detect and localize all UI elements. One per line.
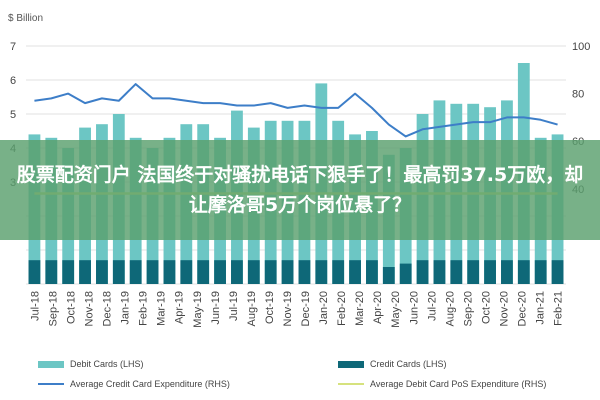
legend-label-avg-credit-expenditure: Average Credit Card Expenditure (RHS) — [70, 379, 230, 389]
bar-credit-cards — [467, 260, 480, 284]
x-axis-tick-label: Jun-20 — [408, 291, 420, 325]
right-axis-tick-label: 80 — [572, 89, 584, 101]
bar-credit-cards — [96, 260, 108, 284]
x-axis-tick-label: Jun-19 — [210, 291, 222, 325]
bar-credit-cards — [366, 260, 378, 284]
x-axis-tick-label: Dec-18 — [102, 291, 114, 326]
bar-credit-cards — [332, 260, 345, 284]
x-axis-tick-label: Nov-18 — [84, 291, 96, 326]
x-axis-tick-label: Jul-19 — [228, 291, 240, 321]
bar-credit-cards — [28, 260, 41, 284]
left-axis-tick-label: 7 — [10, 41, 16, 53]
bar-credit-cards — [62, 260, 75, 284]
legend: Debit Cards (LHS) Credit Cards (LHS) Ave… — [38, 355, 598, 399]
x-axis-tick-label: Oct-20 — [480, 291, 492, 324]
x-axis-tick-label: Jan-20 — [318, 291, 330, 325]
line-avg-credit-expenditure — [34, 83, 558, 138]
bar-credit-cards — [112, 260, 125, 284]
left-axis-unit-label: $ Billion — [8, 13, 43, 24]
x-axis-tick-label: Jul-18 — [29, 291, 41, 321]
left-axis-tick-label: 6 — [10, 75, 16, 87]
headline-text: 股票配资门户 法国终于对骚扰电话下狠手了！最高罚37.5万欧，却让摩洛哥5万个岗… — [16, 164, 584, 216]
x-axis-tick-label: Nov-20 — [498, 291, 510, 326]
x-axis-tick-label: Jan-21 — [535, 291, 547, 325]
right-axis-tick-label: 100 — [572, 41, 590, 53]
bar-credit-cards — [382, 267, 395, 284]
bar-credit-cards — [129, 260, 142, 284]
legend-swatch-debit-cards — [38, 360, 64, 368]
bar-credit-cards — [45, 260, 58, 284]
bar-credit-cards — [501, 260, 513, 284]
bar-credit-cards — [281, 260, 294, 284]
x-axis-tick-label: May-19 — [192, 291, 204, 328]
bar-credit-cards — [264, 260, 277, 284]
x-axis-tick-label: Oct-18 — [66, 291, 78, 324]
x-axis-tick-label: Aug-20 — [444, 291, 456, 326]
bar-credit-cards — [551, 260, 564, 284]
bar-credit-cards — [197, 260, 210, 284]
bar-credit-cards — [349, 260, 361, 284]
headline-banner: 股票配资门户 法国终于对骚扰电话下狠手了！最高罚37.5万欧，却让摩洛哥5万个岗… — [0, 140, 600, 240]
bar-credit-cards — [399, 263, 412, 284]
left-axis-tick-label: 5 — [10, 109, 16, 121]
bar-credit-cards — [79, 260, 91, 284]
bar-credit-cards — [450, 260, 463, 284]
bar-credit-cards — [247, 260, 260, 284]
bar-credit-cards — [180, 260, 193, 284]
x-axis-tick-label: Apr-20 — [372, 291, 384, 324]
bar-credit-cards — [214, 260, 226, 284]
bar-credit-cards — [231, 260, 243, 284]
legend-item-debit-cards: Debit Cards (LHS) — [38, 359, 144, 369]
x-axis-tick-label: Sep-20 — [462, 291, 474, 326]
bar-credit-cards — [315, 260, 328, 284]
bar-credit-cards — [484, 260, 496, 284]
x-axis-tick-label: Aug-19 — [246, 291, 258, 326]
legend-item-avg-credit-expenditure: Average Credit Card Expenditure (RHS) — [38, 379, 230, 389]
x-axis-tick-label: Feb-21 — [553, 291, 565, 326]
x-axis-tick-label: Dec-19 — [300, 291, 312, 326]
legend-label-debit-cards: Debit Cards (LHS) — [70, 359, 144, 369]
x-axis-ticks: Jul-18 Sep-18 Oct-18 Nov-18 Dec-18 Jan-19 Feb-… — [29, 291, 564, 328]
bar-credit-cards — [163, 260, 176, 284]
x-axis-tick-label: Jan-19 — [120, 291, 132, 325]
bar-credit-cards — [146, 260, 159, 284]
x-axis-tick-label: Nov-19 — [282, 291, 294, 326]
legend-label-avg-debit-pos-expenditure: Average Debit Card PoS Expenditure (RHS) — [370, 379, 547, 389]
x-axis-tick-label: Sep-18 — [47, 291, 59, 326]
bar-credit-cards — [534, 260, 547, 284]
x-axis-tick-label: Mar-20 — [354, 291, 366, 326]
x-axis-tick-label: May-20 — [390, 291, 402, 328]
legend-label-credit-cards: Credit Cards (LHS) — [370, 359, 447, 369]
x-axis-tick-label: Feb-20 — [336, 291, 348, 326]
x-axis-tick-label: Feb-19 — [138, 291, 150, 326]
x-axis-tick-label: Dec-20 — [516, 291, 528, 326]
x-axis-tick-label: Apr-19 — [174, 291, 186, 324]
x-axis-tick-label: Oct-19 — [264, 291, 276, 324]
bar-credit-cards — [298, 260, 311, 284]
legend-swatch-avg-debit-pos-expenditure — [338, 383, 364, 385]
bar-credit-cards — [416, 260, 429, 284]
legend-swatch-credit-cards — [338, 360, 364, 368]
legend-item-credit-cards: Credit Cards (LHS) — [338, 359, 447, 369]
bar-credit-cards — [517, 260, 530, 284]
legend-item-avg-debit-pos-expenditure: Average Debit Card PoS Expenditure (RHS) — [338, 379, 546, 389]
legend-swatch-avg-credit-expenditure — [38, 383, 64, 385]
x-axis-tick-label: Mar-19 — [156, 291, 168, 326]
bar-credit-cards — [433, 260, 446, 284]
x-axis-tick-label: Jul-20 — [426, 291, 438, 321]
